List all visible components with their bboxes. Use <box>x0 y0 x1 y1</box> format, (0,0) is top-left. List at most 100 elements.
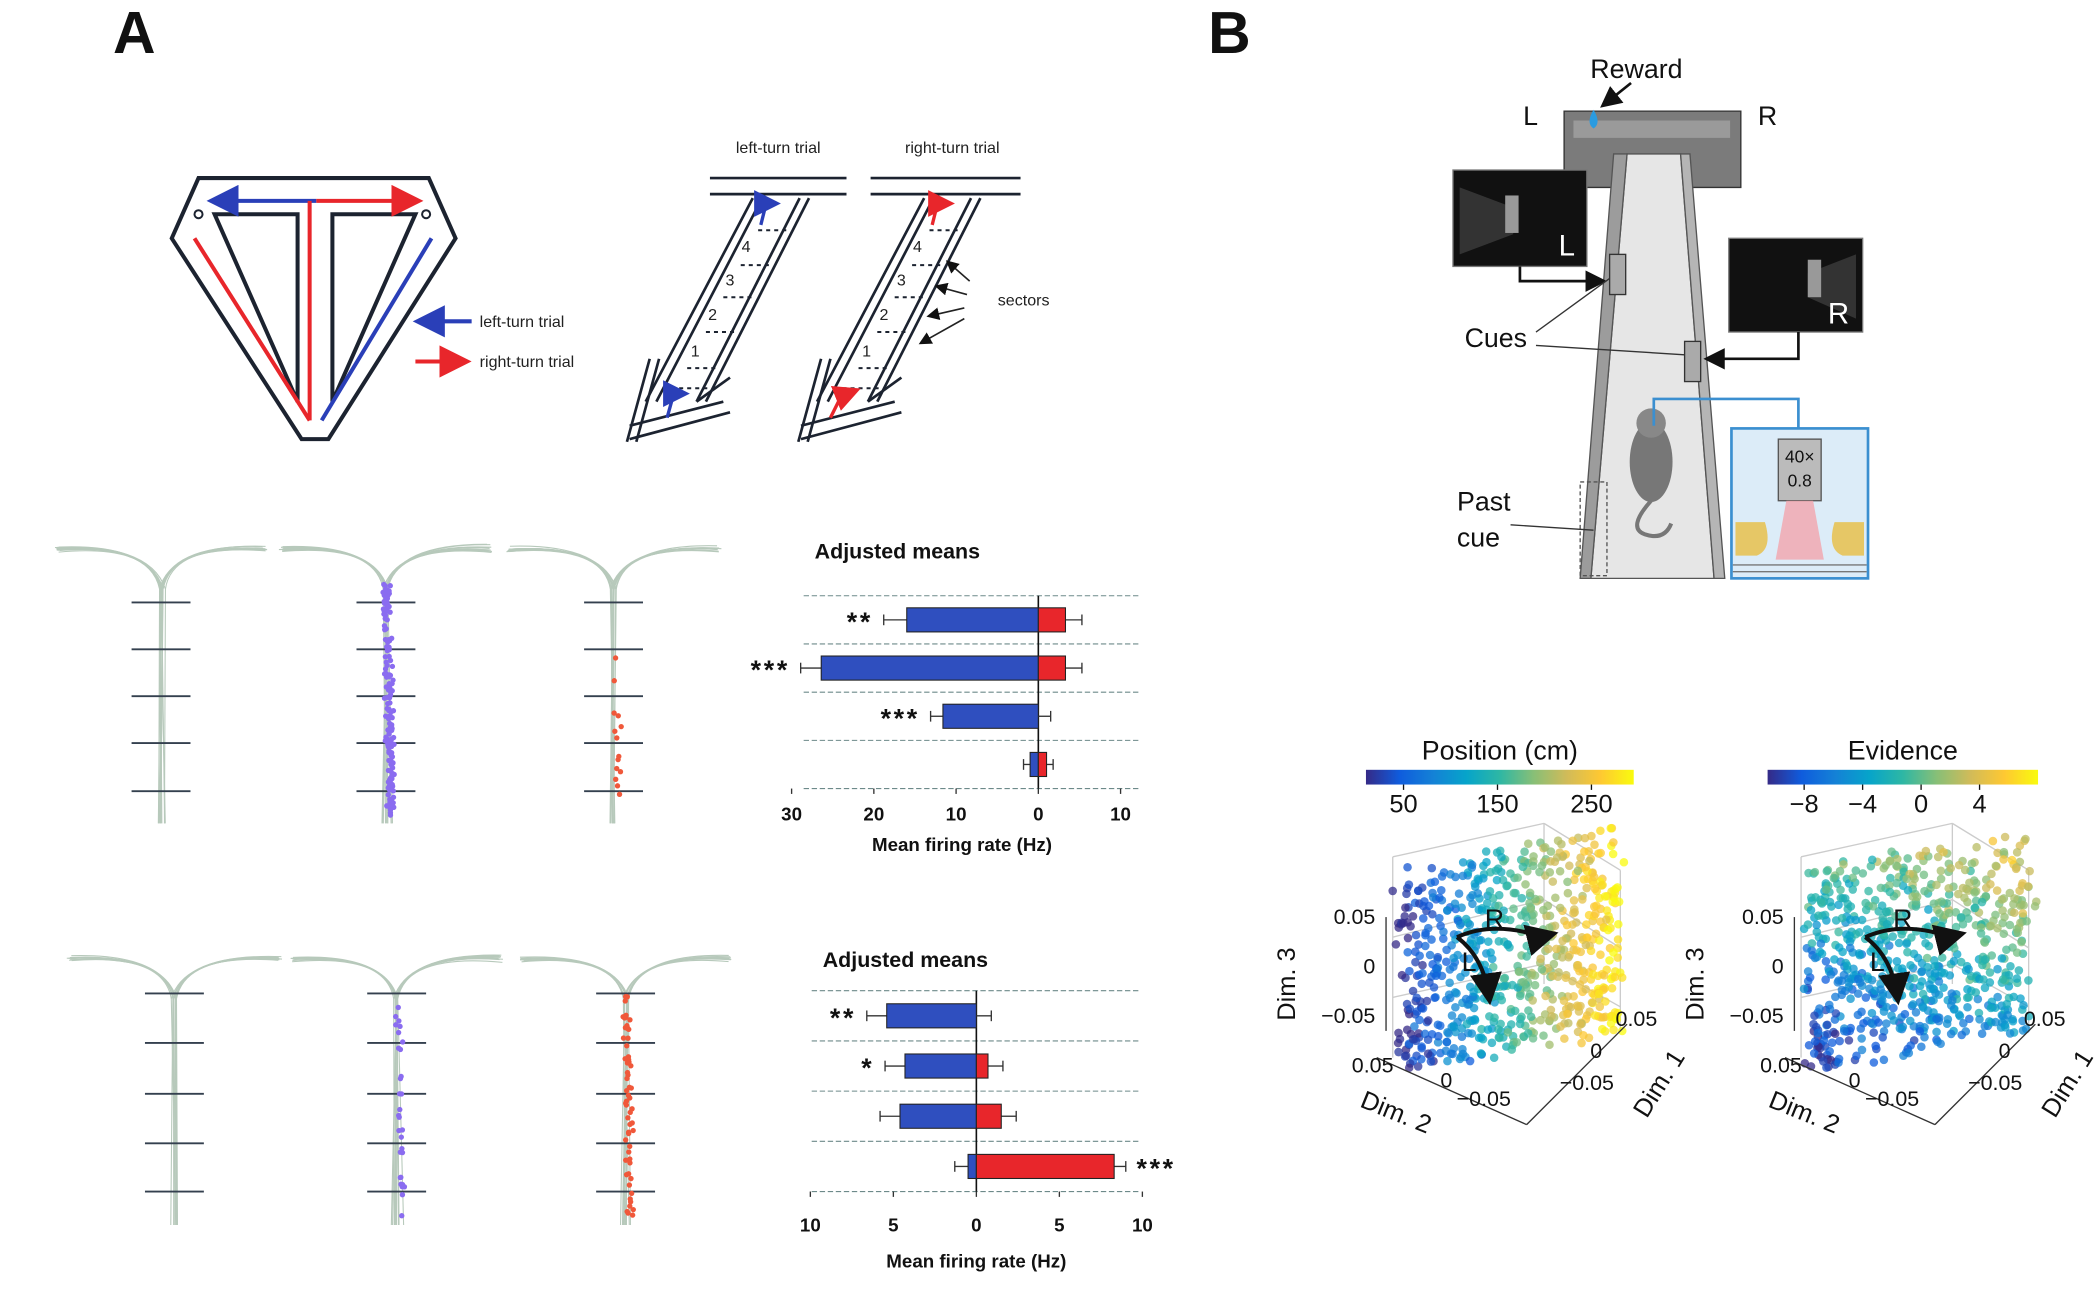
embedding-point <box>1569 939 1578 948</box>
sector-number: 4 <box>742 238 751 256</box>
embedding-point <box>1836 885 1845 895</box>
x-tick-label: 10 <box>1132 1214 1153 1235</box>
embedding-point <box>1580 847 1589 856</box>
spike-dot <box>397 1023 403 1030</box>
embedding-point <box>1579 968 1589 977</box>
embedding-point <box>1449 953 1458 963</box>
embedding-point <box>1394 1047 1403 1057</box>
embedding-point <box>1524 1006 1533 1015</box>
embedding-point <box>1874 1018 1883 1027</box>
spike-dot <box>386 588 392 594</box>
embedding-point <box>1587 831 1596 841</box>
embedding-point <box>1960 865 1970 875</box>
embedding-point <box>1921 938 1930 948</box>
spike-dot <box>624 1023 630 1029</box>
embedding-point <box>1903 886 1913 895</box>
spike-dot <box>385 639 391 645</box>
embedding-point <box>1867 855 1877 865</box>
trajectory <box>615 549 719 590</box>
embedding-point <box>1609 1025 1618 1035</box>
embedding-point <box>1999 847 2009 857</box>
embedding-point <box>1528 996 1537 1005</box>
embedding-point <box>1449 962 1458 972</box>
embedding-point <box>1886 873 1895 883</box>
embedding-point <box>1427 863 1437 873</box>
embedding-point <box>1531 894 1540 904</box>
embedding-point <box>1934 977 1944 986</box>
trajectory <box>292 958 395 1226</box>
embedding-point <box>1482 857 1491 867</box>
embedding-point <box>1858 869 1868 878</box>
embedding-point <box>1517 893 1527 903</box>
embedding-point <box>1438 934 1448 943</box>
bar <box>1037 751 1048 778</box>
embedding-point <box>1528 1034 1538 1043</box>
embedding-point <box>1905 981 1914 991</box>
spike-dot <box>615 713 621 719</box>
trajectory-arrow <box>1864 924 1967 956</box>
trajectory <box>519 958 631 1226</box>
embedding-point <box>1417 979 1427 989</box>
embedding-point <box>1827 1038 1837 1047</box>
embedding-point <box>1892 861 1901 871</box>
x-tick-label: 5 <box>1054 1214 1064 1235</box>
embedding-point <box>1494 937 1504 946</box>
embedding-point <box>1829 873 1839 883</box>
spike-dot <box>620 1035 627 1041</box>
legend-label: left-turn trial <box>480 313 565 331</box>
spike-dot <box>611 678 617 684</box>
embedding-point <box>1937 897 1946 906</box>
embedding-point <box>2024 976 2033 985</box>
embedding-point <box>1473 874 1483 884</box>
embedding-point <box>1458 871 1468 881</box>
embedding-point <box>1912 892 1922 902</box>
screen-label: L <box>1559 229 1575 262</box>
embedding-point <box>1581 940 1591 950</box>
axis-label: Dim. 3 <box>1273 947 1301 1020</box>
embedding-point <box>1552 853 1562 862</box>
embedding-point <box>1922 953 1932 963</box>
trajectory <box>610 550 719 590</box>
embedding-point <box>1822 866 1832 876</box>
trajectory <box>159 548 268 590</box>
spike-dot <box>622 1056 628 1062</box>
spike-dot <box>389 765 396 771</box>
embedding-point <box>1868 902 1878 911</box>
embedding-point <box>1475 936 1484 945</box>
embedding-point <box>2003 1010 2012 1020</box>
embedding-point <box>1555 866 1565 876</box>
embedding-point <box>1599 971 1609 980</box>
embedding-point <box>1425 950 1435 960</box>
x-tick-label: 0.05 <box>1616 1007 1658 1031</box>
embedding-point <box>1512 1037 1522 1047</box>
bar <box>906 607 1039 633</box>
trajectory <box>175 956 279 999</box>
embedding-point <box>1572 1001 1582 1010</box>
embedding-point <box>1906 1041 1915 1050</box>
embedding-point <box>1878 1033 1888 1042</box>
embedding-point <box>1819 1036 1829 1045</box>
embedding-point <box>1809 1019 1818 1029</box>
trajectory <box>627 955 731 999</box>
embedding-point <box>1408 986 1418 996</box>
embedding-point <box>1980 1021 1990 1031</box>
embedding-point <box>1492 875 1502 885</box>
embedding-point <box>1490 1013 1499 1022</box>
embedding-point <box>1946 1029 1956 1039</box>
embedding-point <box>1560 1034 1569 1043</box>
embedding-point <box>1991 861 2001 871</box>
trajectory <box>612 548 718 590</box>
trajectory <box>59 549 163 824</box>
embedding-point <box>1435 893 1444 903</box>
spike-dot <box>623 1100 629 1106</box>
embedding-point <box>1405 966 1414 976</box>
y-tick-label: 0 <box>1440 1068 1452 1092</box>
embedding-point <box>1993 848 2002 858</box>
spike-dot <box>612 655 619 661</box>
x-tick-label: 0.05 <box>2024 1007 2066 1031</box>
embedding-point <box>1441 957 1451 967</box>
colorbar-tick-label: 150 <box>1476 791 1518 819</box>
embedding-point <box>1799 984 1809 994</box>
embedding-point <box>1986 1003 1996 1013</box>
embedding-point <box>1486 867 1495 877</box>
